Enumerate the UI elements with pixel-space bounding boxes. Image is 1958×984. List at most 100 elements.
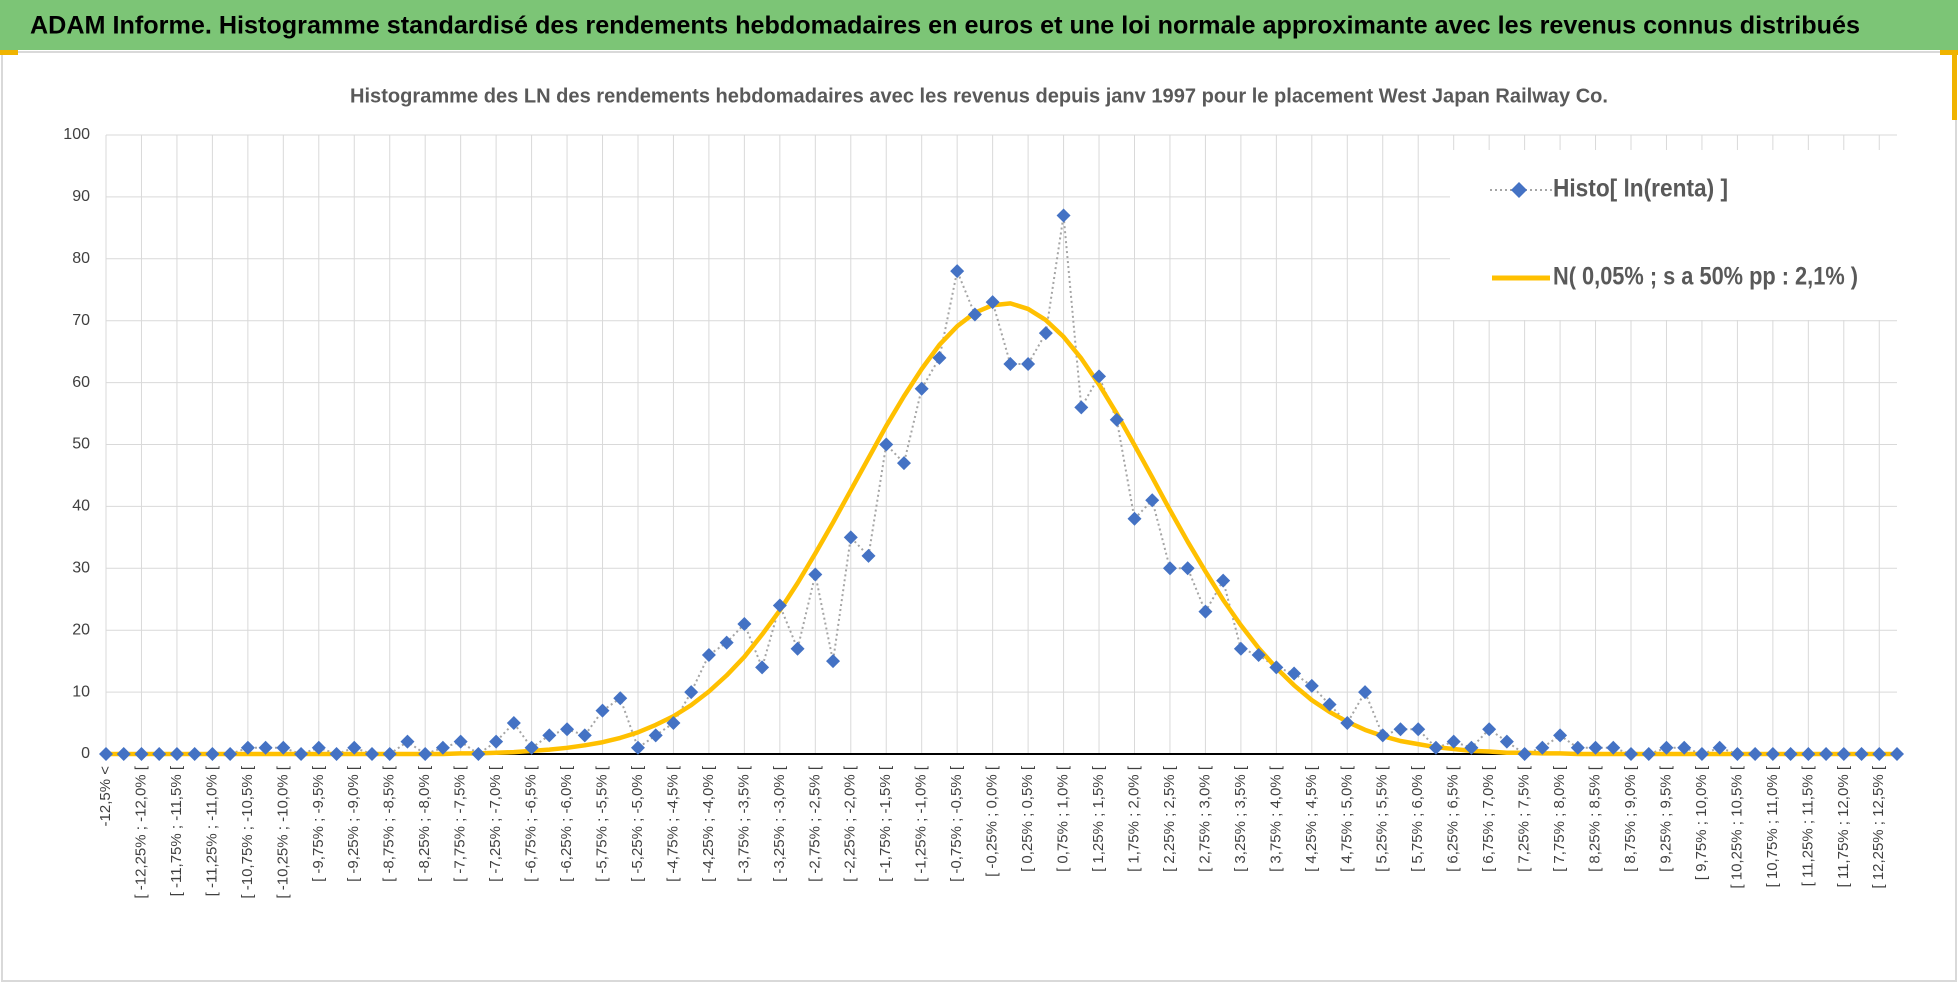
data-point bbox=[1641, 747, 1656, 761]
x-tick-label: [ 7,75% ; 8,0% [ bbox=[1551, 765, 1568, 872]
x-tick-label: [ 7,25% ; 7,5% [ bbox=[1516, 765, 1533, 872]
x-tick-label: [ 1,75% ; 2,0% [ bbox=[1125, 765, 1142, 872]
y-tick-label: 10 bbox=[72, 683, 90, 700]
data-point bbox=[506, 716, 521, 731]
data-point bbox=[1765, 747, 1780, 761]
data-point bbox=[1783, 747, 1798, 761]
data-point bbox=[1092, 369, 1107, 384]
data-point bbox=[418, 747, 433, 761]
x-tick-label: [ 5,75% ; 6,0% [ bbox=[1409, 765, 1426, 872]
data-point bbox=[1677, 740, 1692, 755]
x-tick-label: [ 1,25% ; 1,5% [ bbox=[1090, 765, 1107, 872]
x-tick-label: [ -1,75% ; -1,5% [ bbox=[877, 765, 894, 882]
data-point bbox=[1145, 493, 1160, 508]
corner bbox=[1952, 50, 1957, 120]
x-tick-label: [ -8,25% ; -8,0% [ bbox=[416, 765, 433, 882]
x-tick-label: [ 0,25% ; 0,5% [ bbox=[1019, 765, 1036, 872]
series-line bbox=[106, 301, 1897, 757]
data-point bbox=[1109, 412, 1124, 427]
data-point bbox=[1322, 697, 1337, 712]
data-point bbox=[826, 654, 841, 669]
data-point bbox=[1251, 647, 1266, 662]
data-point bbox=[240, 740, 255, 755]
x-tick-label: [ -2,25% ; -2,0% [ bbox=[842, 765, 859, 882]
data-point bbox=[896, 456, 911, 471]
data-point bbox=[1393, 722, 1408, 737]
data-point bbox=[1021, 357, 1036, 372]
data-point bbox=[595, 703, 610, 718]
data-point bbox=[1411, 722, 1426, 737]
x-tick-label: [ 2,25% ; 2,5% [ bbox=[1161, 765, 1178, 872]
data-point bbox=[1358, 685, 1373, 700]
data-point bbox=[1499, 734, 1514, 749]
x-tick-label: [ 0,75% ; 1,0% [ bbox=[1055, 765, 1072, 872]
data-point bbox=[1890, 747, 1904, 761]
data-point bbox=[453, 734, 468, 749]
data-point bbox=[1836, 747, 1851, 761]
x-tick-label: [ 2,75% ; 3,0% [ bbox=[1196, 765, 1213, 872]
data-point bbox=[914, 381, 929, 396]
data-point bbox=[1216, 573, 1231, 588]
data-point bbox=[967, 307, 982, 322]
data-point bbox=[932, 350, 947, 365]
data-point bbox=[382, 747, 397, 761]
data-point bbox=[311, 740, 326, 755]
data-point bbox=[471, 747, 486, 761]
y-tick-label: 90 bbox=[72, 188, 90, 205]
x-tick-label: [ 11,75% ; 12,0% [ bbox=[1835, 765, 1852, 887]
x-tick-label: [ -6,25% ; -6,0% [ bbox=[558, 765, 575, 882]
data-point bbox=[1694, 747, 1709, 761]
data-point bbox=[542, 728, 557, 743]
y-tick-label: 40 bbox=[72, 498, 90, 515]
legend-label: Histo[ ln(renta) ] bbox=[1553, 175, 1728, 203]
data-point bbox=[205, 747, 220, 761]
data-point bbox=[719, 635, 734, 650]
x-tick-label: [ -9,25% ; -9,0% [ bbox=[345, 765, 362, 882]
x-tick-label: [ -2,75% ; -2,5% [ bbox=[806, 765, 823, 882]
data-point bbox=[1730, 747, 1745, 761]
data-point bbox=[1624, 747, 1639, 761]
x-tick-label: [ 9,75% ; 10,0% [ bbox=[1693, 765, 1710, 880]
data-point bbox=[560, 722, 575, 737]
x-tick-label: [ -10,25% ; -10,0% [ bbox=[274, 765, 291, 898]
data-point bbox=[1233, 641, 1248, 656]
data-point bbox=[134, 747, 149, 761]
x-tick-label: [ 8,25% ; 8,5% [ bbox=[1587, 765, 1604, 872]
data-point bbox=[116, 747, 131, 761]
data-point bbox=[99, 747, 113, 761]
data-point bbox=[1074, 400, 1089, 415]
data-point bbox=[1428, 740, 1443, 755]
data-point bbox=[1127, 511, 1142, 526]
x-tick-label: [ -11,25% ; -11,0% [ bbox=[203, 765, 220, 896]
x-tick-label: [ -5,75% ; -5,5% [ bbox=[593, 765, 610, 882]
header-bar bbox=[0, 0, 1958, 50]
x-tick-label: [ 4,25% ; 4,5% [ bbox=[1303, 765, 1320, 872]
legend-box bbox=[1450, 150, 1897, 320]
data-point bbox=[276, 740, 291, 755]
x-tick-label: [ -1,25% ; -1,0% [ bbox=[913, 765, 930, 882]
data-point bbox=[577, 728, 592, 743]
header-title: ADAM Informe. Histogramme standardisé de… bbox=[30, 12, 1860, 40]
data-point bbox=[258, 740, 273, 755]
x-tick-label: [ 6,75% ; 7,0% [ bbox=[1480, 765, 1497, 872]
y-tick-label: 70 bbox=[72, 312, 90, 329]
data-point bbox=[524, 740, 539, 755]
data-point bbox=[329, 747, 344, 761]
x-tick-label: [ -10,75% ; -10,5% [ bbox=[239, 765, 256, 898]
x-tick-label: [ 9,25% ; 9,5% [ bbox=[1657, 765, 1674, 872]
x-tick-label: [ 3,75% ; 4,0% [ bbox=[1267, 765, 1284, 872]
data-point bbox=[684, 685, 699, 700]
data-point bbox=[435, 740, 450, 755]
y-tick-label: 0 bbox=[81, 745, 90, 762]
data-point bbox=[1606, 740, 1621, 755]
data-point bbox=[169, 747, 184, 761]
x-tick-label: [ -8,75% ; -8,5% [ bbox=[381, 765, 398, 882]
x-tick-label: [ -3,25% ; -3,0% [ bbox=[771, 765, 788, 882]
x-tick-label: [ -0,75% ; -0,5% [ bbox=[948, 765, 965, 882]
x-tick-label: [ -11,75% ; -11,5% [ bbox=[168, 765, 185, 896]
x-tick-label: [ -12,25% ; -12,0% [ bbox=[132, 765, 149, 898]
x-tick-label: [ -4,75% ; -4,5% [ bbox=[664, 765, 681, 882]
x-tick-label: [ -0,25% ; 0,0% [ bbox=[984, 765, 1001, 877]
x-tick-label: -12,5% < bbox=[97, 766, 114, 827]
y-tick-label: 30 bbox=[72, 560, 90, 577]
